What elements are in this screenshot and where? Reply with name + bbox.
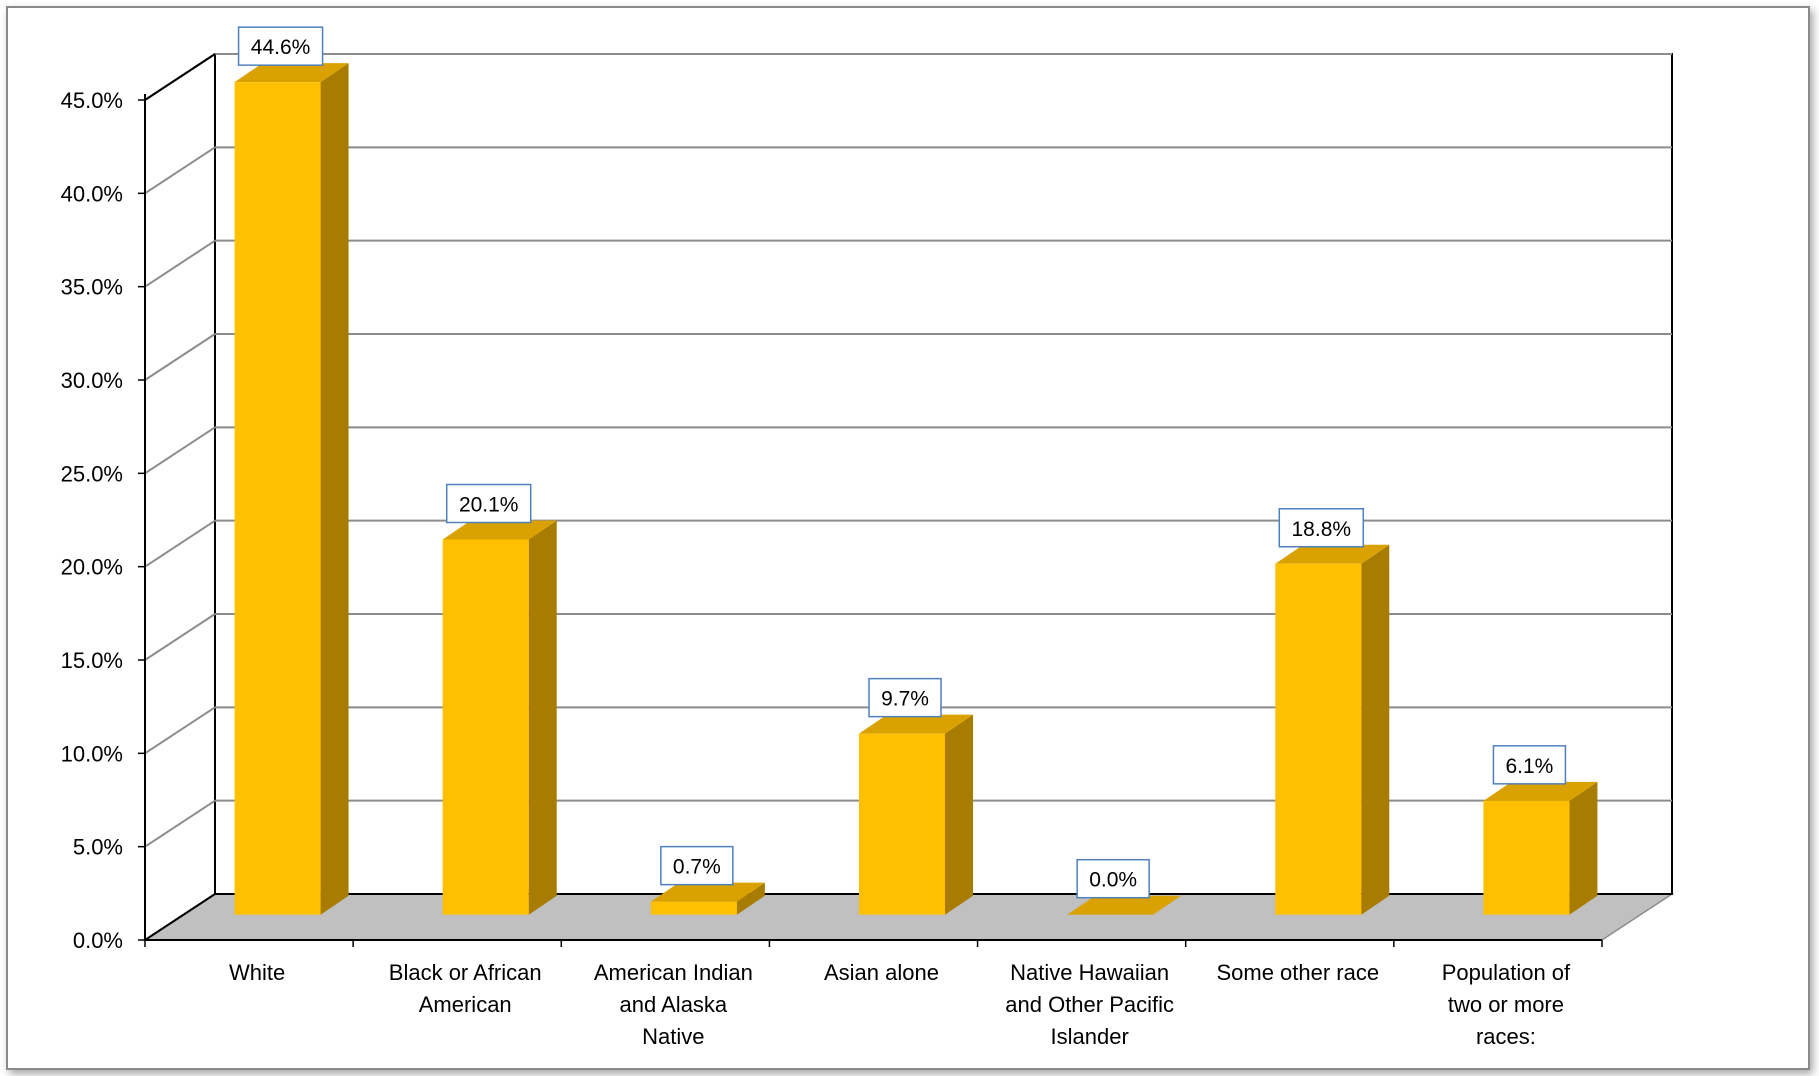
data-label-text: 44.6%	[251, 36, 311, 59]
x-category-label: Native Hawaiian and Other Pacific Islander	[1005, 960, 1174, 1049]
bar-front	[1483, 800, 1570, 915]
bar-top	[1483, 781, 1598, 801]
x-category-label: Asian alone	[824, 960, 939, 985]
y-axis-ticks: 0.0% 5.0% 10.0% 15.0% 20.0% 25.0% 30.0% 35.0% 40…	[61, 88, 145, 953]
x-category-label-line: two or more	[1448, 992, 1564, 1017]
data-label: 0.0%	[1076, 858, 1150, 899]
bar	[1275, 544, 1390, 915]
y-tick-label: 35.0%	[61, 275, 123, 300]
data-label-box	[237, 26, 324, 66]
x-category-label-line: Some other race	[1216, 960, 1379, 985]
x-category-label-line: and Alaska	[620, 992, 728, 1017]
data-label-box	[868, 677, 942, 718]
data-label-box	[1278, 508, 1365, 548]
x-category-label-line: Islander	[1051, 1024, 1129, 1049]
data-label-box	[1076, 858, 1150, 899]
bar-top	[442, 520, 557, 540]
data-label: 6.1%	[1492, 745, 1567, 785]
x-category-label: American Indian and Alaska Native	[594, 960, 753, 1049]
bar-front	[859, 733, 945, 915]
axes	[144, 53, 1603, 947]
x-category-label-line: Asian alone	[824, 960, 939, 985]
y-tick-label: 0.0%	[73, 928, 123, 953]
x-category-label: Population of two or more races:	[1442, 960, 1571, 1049]
bar-front	[650, 901, 737, 915]
x-category-label-line: Native Hawaiian	[1010, 960, 1169, 985]
bar-top	[650, 882, 765, 902]
bar-front	[1275, 563, 1362, 915]
bar	[859, 714, 973, 915]
x-category-label: White	[229, 960, 285, 985]
gridline-side	[144, 333, 216, 381]
data-label: 44.6%	[237, 26, 324, 66]
bar-side	[1569, 781, 1598, 915]
x-category-label-line: races:	[1476, 1024, 1536, 1049]
x-category-label-line: White	[229, 960, 285, 985]
bar-side	[1361, 544, 1390, 915]
bar	[1483, 781, 1598, 915]
y-tick-label: 5.0%	[73, 835, 123, 860]
bar-side	[320, 63, 349, 915]
y-tick-label: 10.0%	[61, 741, 123, 766]
bar-top	[1067, 895, 1182, 915]
bar-side	[945, 714, 973, 915]
data-label-box	[660, 845, 734, 886]
y-tick-label: 40.0%	[61, 181, 123, 206]
x-axis-labels: White Black or African American American In…	[229, 960, 1571, 1049]
x-category-label-line: American	[419, 992, 512, 1017]
x-category-label-line: Population of	[1442, 960, 1571, 985]
bar-top	[234, 63, 349, 83]
data-label-text: 20.1%	[459, 494, 519, 517]
gridline-side	[144, 613, 216, 661]
bar	[650, 882, 765, 915]
data-labels: 44.6% 20.1% 0.7% 9.7% 0.0% 18.8% 6.1%	[237, 26, 1567, 899]
gridline-side	[144, 239, 216, 288]
data-label-box	[445, 483, 532, 524]
y-tick-label: 30.0%	[61, 368, 123, 393]
data-label-text: 9.7%	[881, 688, 929, 711]
y-tick-label: 45.0%	[61, 88, 123, 113]
x-category-label: Black or African American	[389, 960, 542, 1017]
bars	[234, 63, 1598, 915]
bar-top	[859, 714, 973, 734]
bar	[442, 520, 557, 915]
gridline-side	[144, 426, 216, 475]
x-category-label-line: and Other Pacific	[1005, 992, 1174, 1017]
bar	[234, 63, 349, 915]
bar-top	[1275, 544, 1390, 564]
x-category-label-line: Native	[642, 1024, 704, 1049]
y-tick-label: 15.0%	[61, 648, 123, 673]
data-label: 9.7%	[868, 677, 942, 718]
gridline-side	[144, 799, 216, 848]
data-label-text: 0.0%	[1089, 869, 1137, 892]
y-axis-top-edge	[144, 53, 216, 101]
data-label-box	[1492, 745, 1567, 785]
floor-left-edge	[144, 893, 216, 941]
data-label: 0.7%	[660, 845, 734, 886]
bar-front	[234, 82, 321, 915]
data-label-text: 6.1%	[1505, 755, 1553, 778]
bar-side	[528, 520, 557, 915]
gridline-side	[144, 519, 216, 568]
bar-side	[736, 882, 765, 915]
gridline-side	[144, 146, 216, 195]
x-category-label-line: Black or African	[389, 960, 542, 985]
gridline-side	[144, 706, 216, 755]
y-tick-label: 20.0%	[61, 555, 123, 580]
x-category-label-line: American Indian	[594, 960, 753, 985]
data-label-text: 0.7%	[673, 856, 721, 879]
bar-front	[442, 539, 529, 915]
y-tick-label: 25.0%	[61, 461, 123, 486]
x-category-label: Some other race	[1216, 960, 1379, 985]
data-label: 18.8%	[1278, 508, 1365, 548]
bar	[1067, 895, 1182, 915]
data-label-text: 18.8%	[1292, 518, 1352, 541]
data-label: 20.1%	[445, 483, 532, 524]
